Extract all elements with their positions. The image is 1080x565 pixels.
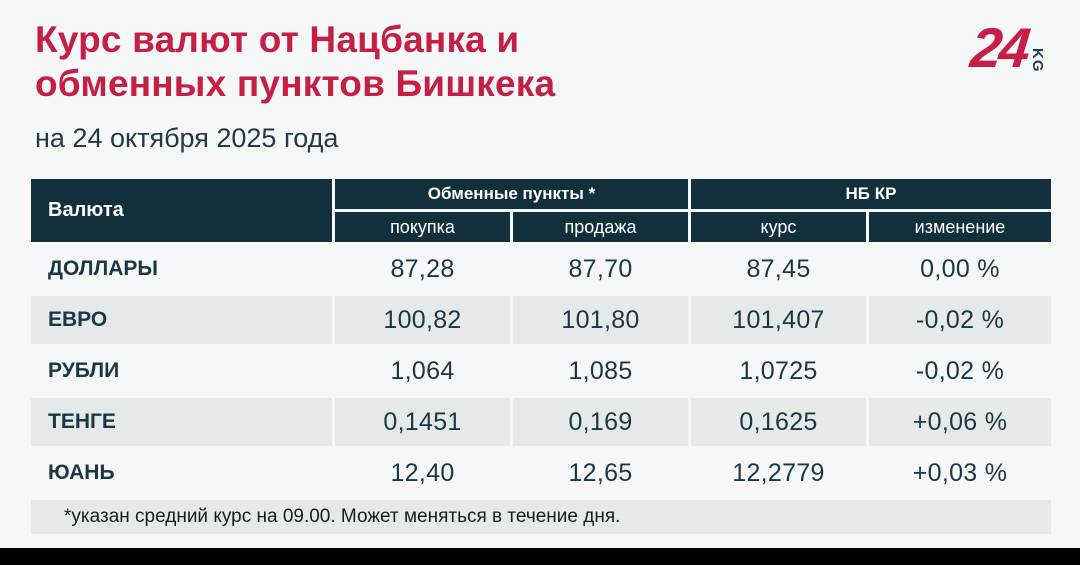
header-change: изменение <box>869 212 1051 242</box>
row-tenge-buy: 0,1451 <box>335 398 510 446</box>
header-rate: курс <box>691 212 866 242</box>
row-dollars-buy: 87,28 <box>390 254 455 283</box>
row-dollars-rate: 87,45 <box>746 254 811 283</box>
row-rubles-buy: 1,064 <box>390 356 455 385</box>
row-dollars-change: 0,00 % <box>920 254 1000 283</box>
row-tenge-rate: 0,1625 <box>691 398 866 446</box>
header-sell: продажа <box>513 212 688 242</box>
header-group-exchange-points: Обменные пункты * <box>335 179 688 209</box>
row-dollars-name: ДОЛЛАРЫ <box>48 257 158 280</box>
header: Курс валют от Нацбанка и обменных пункто… <box>35 18 915 153</box>
footnote-band: *указан средний курс на 09.00. Может мен… <box>31 500 1051 534</box>
row-rubles-name: РУБЛИ <box>48 359 120 382</box>
row-rubles-rate: 1,0725 <box>739 356 818 385</box>
row-yuan-change: +0,03 % <box>912 458 1008 487</box>
bottom-black-bar <box>0 548 1080 565</box>
row-tenge-name: ТЕНГЕ <box>31 398 332 446</box>
row-rubles-sell: 1,085 <box>568 356 633 385</box>
header-buy: покупка <box>335 212 510 242</box>
row-rubles-change: -0,02 % <box>915 356 1005 385</box>
row-euro-change: -0,02 % <box>869 296 1051 344</box>
row-yuan-name: ЮАНЬ <box>48 461 115 484</box>
row-euro-sell: 101,80 <box>513 296 688 344</box>
footnote-text: *указан средний курс на 09.00. Может мен… <box>64 506 621 527</box>
row-euro-rate: 101,407 <box>691 296 866 344</box>
row-yuan-sell: 12,65 <box>568 458 633 487</box>
row-euro-buy: 100,82 <box>335 296 510 344</box>
row-euro-name: ЕВРО <box>31 296 332 344</box>
page-title-line1: Курс валют от Нацбанка и <box>35 19 520 60</box>
row-tenge-sell: 0,169 <box>513 398 688 446</box>
row-yuan-buy: 12,40 <box>390 458 455 487</box>
header-currency: Валюта <box>31 179 332 242</box>
row-dollars-sell: 87,70 <box>568 254 633 283</box>
page-title-line2: обменных пунктов Бишкека <box>35 63 556 104</box>
logo-kg-label: KG <box>1029 47 1046 73</box>
page-title: Курс валют от Нацбанка и обменных пункто… <box>35 18 915 106</box>
logo-24-icon: 24 <box>967 16 1031 79</box>
row-yuan-rate: 12,2779 <box>732 458 825 487</box>
brand-logo-24kg: 24 KG <box>967 16 1046 79</box>
header-group-nbkr: НБ КР <box>691 179 1051 209</box>
currency-table: Валюта Обменные пункты * НБ КР покупка п… <box>31 179 1051 497</box>
row-tenge-change: +0,06 % <box>869 398 1051 446</box>
date-subtitle: на 24 октября 2025 года <box>35 123 339 153</box>
